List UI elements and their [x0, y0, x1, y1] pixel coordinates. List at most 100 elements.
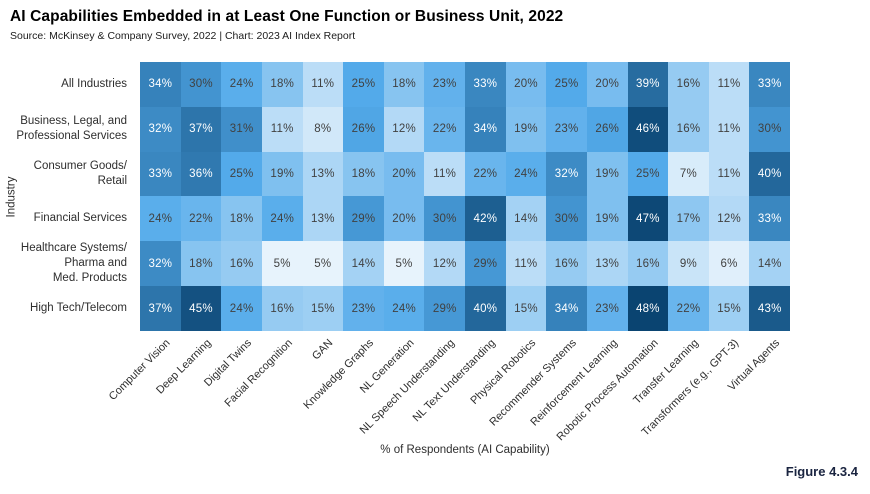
heatmap-cell: 33%	[465, 62, 506, 107]
heatmap-cell: 13%	[302, 151, 344, 197]
heatmap-cell: 13%	[302, 196, 344, 242]
heatmap-cell: 19%	[505, 106, 547, 152]
heatmap-cell: 8%	[302, 106, 344, 152]
heatmap-cell: 24%	[221, 286, 262, 331]
heatmap-cell: 16%	[261, 286, 303, 331]
heatmap-cell: 24%	[505, 151, 547, 197]
heatmap-cell: 25%	[546, 62, 587, 107]
heatmap-cell: 15%	[302, 286, 344, 331]
heatmap-cell: 17%	[668, 196, 709, 242]
heatmap-cell: 18%	[261, 62, 303, 107]
heatmap-cell: 15%	[505, 286, 547, 331]
heatmap-cell: 40%	[465, 286, 506, 331]
heatmap-cell: 30%	[424, 196, 465, 242]
figure-number-label: Figure 4.3.4	[785, 464, 858, 479]
heatmap-cell: 30%	[180, 62, 222, 107]
heatmap-cell: 19%	[261, 151, 303, 197]
heatmap-cell: 5%	[302, 241, 344, 287]
heatmap-cell: 14%	[749, 241, 790, 287]
heatmap-cell: 11%	[302, 62, 344, 107]
heatmap-cell: 22%	[180, 196, 222, 242]
row-label: High Tech/Telecom	[30, 302, 127, 315]
row-labels: All Industries Business, Legal, and Profe…	[0, 62, 133, 331]
heatmap-cell: 46%	[627, 106, 669, 152]
heatmap-cell: 15%	[708, 286, 750, 331]
x-axis-label: % of Respondents (AI Capability)	[380, 444, 550, 456]
heatmap-cell: 14%	[343, 241, 384, 287]
heatmap-cell: 20%	[383, 151, 425, 197]
heatmap-cell: 18%	[343, 151, 384, 197]
row-label: Business, Legal, and Professional Servic…	[16, 115, 127, 143]
heatmap-cell: 47%	[627, 196, 669, 242]
heatmap-cell: 43%	[749, 286, 790, 331]
heatmap-cell: 45%	[180, 286, 222, 331]
heatmap-cell: 22%	[465, 151, 506, 197]
heatmap-cell: 36%	[180, 151, 222, 197]
heatmap-cell: 25%	[343, 62, 384, 107]
heatmap-cell: 48%	[627, 286, 669, 331]
heatmap-cell: 18%	[180, 241, 222, 287]
heatmap-cell: 16%	[668, 106, 709, 152]
heatmap-cell: 12%	[383, 106, 425, 152]
heatmap-cell: 23%	[343, 286, 384, 331]
heatmap-cell: 32%	[140, 106, 181, 152]
heatmap-cell: 23%	[424, 62, 465, 107]
heatmap-cell: 19%	[586, 151, 628, 197]
heatmap-cell: 18%	[383, 62, 425, 107]
heatmap-cell: 7%	[668, 151, 709, 197]
heatmap-cell: 34%	[140, 62, 181, 107]
heatmap-cell: 11%	[505, 241, 547, 287]
column-label: GAN	[309, 337, 336, 363]
heatmap-cell: 26%	[343, 106, 384, 152]
heatmap-cell: 40%	[749, 151, 790, 197]
heatmap-cell: 20%	[586, 62, 628, 107]
heatmap-cell: 31%	[221, 106, 262, 152]
heatmap-cell: 11%	[708, 151, 750, 197]
heatmap-cell: 29%	[424, 286, 465, 331]
heatmap-cell: 11%	[708, 106, 750, 152]
column-label: Knowledge Graphs	[301, 337, 376, 412]
heatmap-cell: 12%	[708, 196, 750, 242]
heatmap-cell: 24%	[221, 62, 262, 107]
row-label: Consumer Goods/ Retail	[33, 160, 127, 188]
heatmap-cell: 16%	[627, 241, 669, 287]
heatmap-cell: 13%	[586, 241, 628, 287]
heatmap-cell: 22%	[424, 106, 465, 152]
heatmap-cell: 42%	[465, 196, 506, 242]
heatmap-cell: 16%	[668, 62, 709, 107]
heatmap-cell: 14%	[505, 196, 547, 242]
heatmap-cell: 25%	[221, 151, 262, 197]
heatmap-cell: 16%	[221, 241, 262, 287]
heatmap-cell: 11%	[261, 106, 303, 152]
heatmap-cell: 20%	[383, 196, 425, 242]
heatmap-cell: 24%	[383, 286, 425, 331]
heatmap-cell: 32%	[140, 241, 181, 287]
heatmap-cell: 9%	[668, 241, 709, 287]
heatmap-cell: 29%	[465, 241, 506, 287]
heatmap-cell: 33%	[749, 196, 790, 242]
row-label: All Industries	[61, 77, 127, 90]
heatmap-cell: 11%	[424, 151, 465, 197]
heatmap-cell: 18%	[221, 196, 262, 242]
heatmap-cell: 19%	[586, 196, 628, 242]
heatmap-cell: 32%	[546, 151, 587, 197]
heatmap-cell: 34%	[546, 286, 587, 331]
chart-title: AI Capabilities Embedded in at Least One…	[10, 8, 564, 25]
chart-source: Source: McKinsey & Company Survey, 2022 …	[10, 30, 356, 42]
heatmap-cell: 30%	[546, 196, 587, 242]
row-label: Financial Services	[33, 212, 127, 225]
heatmap-cell: 23%	[546, 106, 587, 152]
heatmap-cell: 23%	[586, 286, 628, 331]
heatmap-cell: 22%	[668, 286, 709, 331]
heatmap-cell: 5%	[261, 241, 303, 287]
heatmap-cell: 25%	[627, 151, 669, 197]
heatmap-cell: 20%	[505, 62, 547, 107]
heatmap-cell: 37%	[140, 286, 181, 331]
heatmap-cell: 26%	[586, 106, 628, 152]
heatmap-cell: 39%	[627, 62, 669, 107]
heatmap-cell: 33%	[140, 151, 181, 197]
heatmap-cell: 12%	[424, 241, 465, 287]
heatmap-cell: 24%	[261, 196, 303, 242]
heatmap-grid: 34% 30% 24% 18% 11% 25% 18% 23% 33% 20% 25% 20% 39% 1…	[140, 62, 790, 331]
